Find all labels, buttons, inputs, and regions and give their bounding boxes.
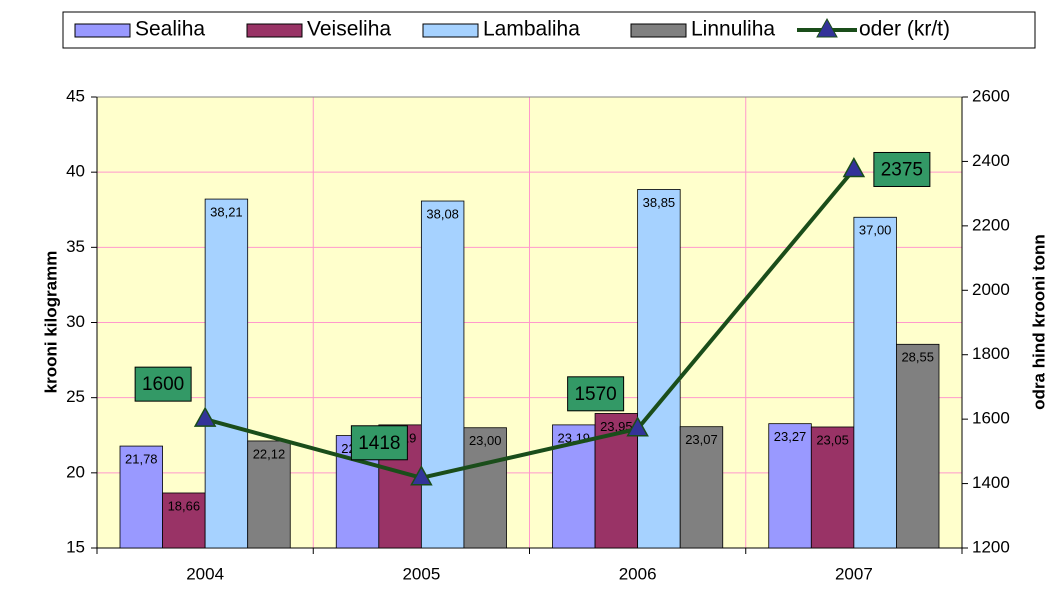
legend-label: Lambaliha [483, 18, 580, 41]
bar [637, 189, 681, 549]
y2-tick-label: 1800 [972, 344, 1010, 363]
legend-marker [816, 17, 838, 38]
legend-swatch [74, 23, 131, 38]
y-tick-label: 35 [66, 237, 85, 256]
y2-tick-label: 2200 [972, 215, 1010, 234]
legend-box [62, 11, 1036, 49]
x-tick-label: 2007 [835, 564, 873, 583]
bar [204, 198, 249, 549]
bar-value-label: 38,85 [643, 195, 676, 210]
bar [896, 343, 940, 549]
bar [162, 492, 206, 549]
line-marker [842, 156, 866, 178]
line-marker [626, 416, 649, 437]
y2-tick-label: 1600 [972, 409, 1010, 428]
y-tick-label: 45 [66, 86, 85, 105]
legend-label: Sealiha [135, 18, 205, 41]
line-marker [193, 406, 217, 427]
bar [420, 200, 465, 549]
x-tick-label: 2004 [186, 564, 224, 583]
y2-tick-label: 1200 [972, 537, 1010, 556]
line-value-box [350, 425, 408, 461]
bar [810, 426, 855, 549]
bar-value-label: 37,00 [859, 223, 892, 238]
line [204, 168, 856, 480]
line-marker [410, 465, 433, 486]
y2-tick-label: 2600 [972, 86, 1010, 105]
legend-swatch [246, 23, 303, 38]
bar-value-label: 18,66 [168, 498, 201, 513]
bar-value-label: 23,07 [685, 432, 718, 447]
bar-value-label: 21,78 [125, 452, 158, 467]
y2-axis-title: odra hind krooni tonn [1029, 234, 1048, 410]
bar [768, 423, 812, 549]
line-value-box [134, 366, 192, 402]
y-axis-title: krooni kilogramm [41, 251, 60, 394]
line-value-box [873, 151, 931, 187]
bar-value-label: 23,27 [774, 429, 807, 444]
bar-value-label: 23,05 [816, 432, 849, 447]
bar [463, 427, 507, 549]
x-tick-label: 2006 [619, 564, 657, 583]
line-value-label: 2375 [881, 159, 923, 180]
y-tick-label: 20 [66, 462, 85, 481]
legend-label: oder (kr/t) [859, 18, 950, 41]
bar [853, 216, 897, 549]
y2-tick-label: 1400 [972, 473, 1010, 492]
bar [247, 440, 291, 549]
y-tick-label: 15 [66, 537, 85, 556]
y-tick-label: 25 [66, 387, 85, 406]
bar-value-label: 22,12 [253, 446, 286, 461]
legend-swatch [422, 23, 479, 38]
bar-value-label: 23,00 [469, 433, 502, 448]
y-tick-label: 30 [66, 312, 85, 331]
legend-swatch [630, 23, 687, 38]
bar-value-label: 28,55 [901, 350, 934, 365]
bar [679, 426, 724, 549]
line-value-label: 1570 [574, 384, 616, 405]
bar-value-label: 38,08 [426, 206, 459, 221]
legend-label: Linnuliha [691, 18, 775, 41]
x-tick-label: 2005 [402, 564, 440, 583]
y2-tick-label: 2400 [972, 151, 1010, 170]
y-tick-label: 40 [66, 162, 85, 181]
y2-tick-label: 2000 [972, 280, 1010, 299]
legend-label: Veiseliha [307, 18, 391, 41]
line-value-label: 1418 [358, 433, 400, 454]
bar-value-label: 38,21 [210, 205, 243, 220]
line-value-label: 1600 [142, 374, 184, 395]
line-value-box [567, 376, 625, 412]
